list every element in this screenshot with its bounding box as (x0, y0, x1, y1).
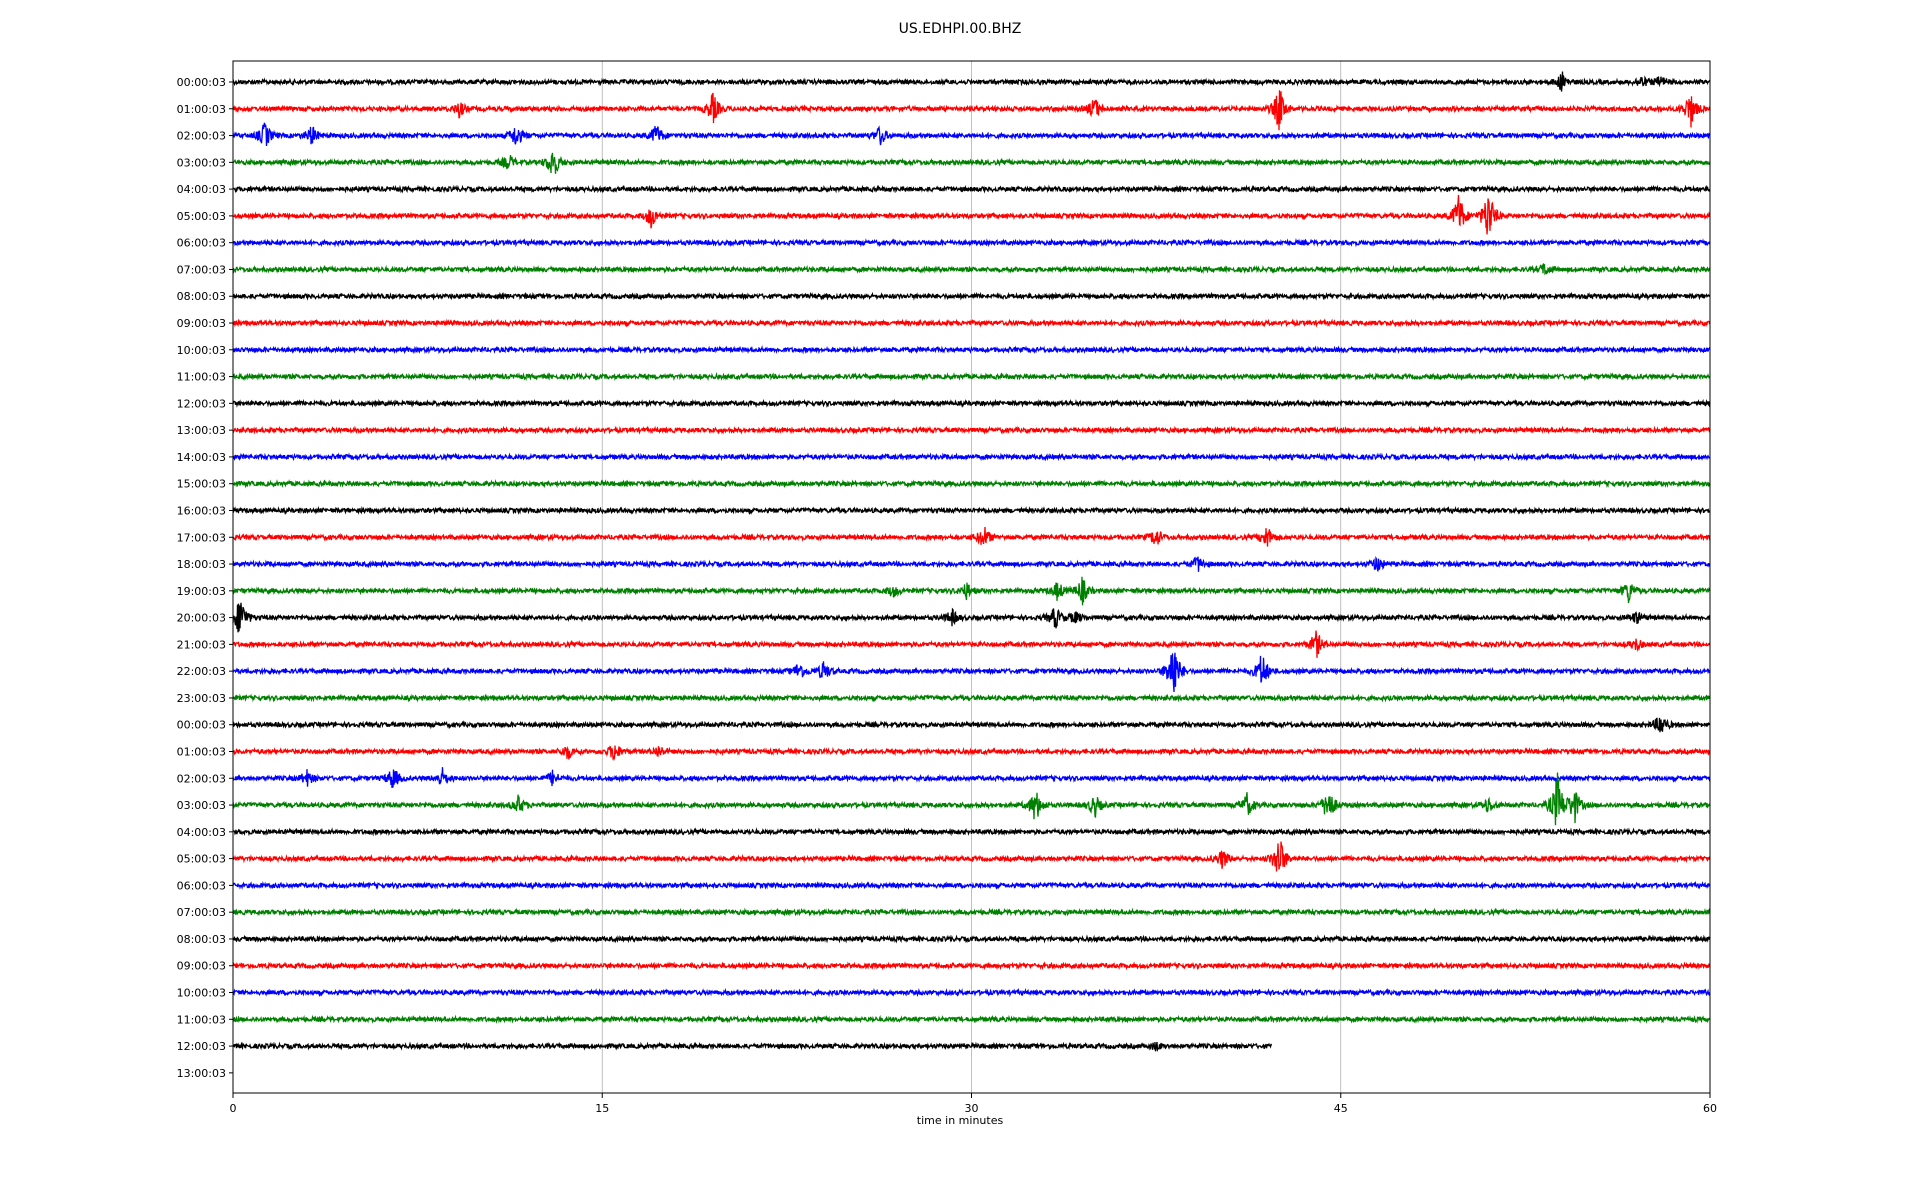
y-tick-label: 09:00:03 (177, 317, 226, 330)
trace-row-0 (232, 71, 1711, 92)
x-tick-label: 60 (1703, 1102, 1717, 1115)
x-tick-label: 30 (965, 1102, 979, 1115)
trace-row-3 (232, 152, 1711, 174)
trace-row-4 (232, 184, 1711, 194)
y-tick-label: 07:00:03 (177, 263, 226, 276)
trace-row-18 (232, 555, 1711, 572)
trace-row-31 (232, 907, 1711, 917)
trace-row-2 (232, 122, 1711, 147)
y-tick-label: 18:00:03 (177, 558, 226, 571)
trace-row-11 (232, 371, 1711, 382)
y-tick-label: 06:00:03 (177, 879, 226, 892)
y-tick-label: 09:00:03 (177, 960, 226, 973)
y-tick-label: 00:00:03 (177, 719, 226, 732)
y-tick-label: 05:00:03 (177, 853, 226, 866)
y-tick-label: 13:00:03 (177, 1067, 226, 1080)
trace-row-26 (232, 767, 1711, 789)
y-tick-label: 02:00:03 (177, 772, 226, 785)
x-tick-label: 45 (1334, 1102, 1348, 1115)
x-tick-label: 15 (595, 1102, 609, 1115)
y-tick-label: 01:00:03 (177, 103, 226, 116)
trace-row-36 (232, 1041, 1273, 1053)
trace-row-8 (232, 291, 1711, 301)
y-tick-label: 16:00:03 (177, 504, 226, 517)
trace-row-32 (232, 934, 1711, 944)
x-axis-label: time in minutes (916, 1114, 1004, 1127)
y-tick-label: 04:00:03 (177, 183, 226, 196)
y-tick-label: 08:00:03 (177, 933, 226, 946)
y-tick-label: 06:00:03 (177, 237, 226, 250)
y-tick-label: 17:00:03 (177, 531, 226, 544)
trace-row-33 (232, 961, 1711, 971)
y-tick-label: 00:00:03 (177, 76, 226, 89)
grid-lines (601, 61, 1342, 1093)
y-tick-label: 11:00:03 (177, 371, 226, 384)
y-tick-label: 04:00:03 (177, 826, 226, 839)
x-tick-label: 0 (230, 1102, 237, 1115)
y-tick-label: 13:00:03 (177, 424, 226, 437)
trace-row-22 (232, 652, 1711, 693)
y-tick-label: 12:00:03 (177, 397, 226, 410)
trace-row-23 (232, 693, 1711, 703)
y-tick-label: 20:00:03 (177, 612, 226, 625)
chart-title: US.EDHPI.00.BHZ (898, 21, 1022, 37)
trace-row-14 (232, 452, 1711, 462)
y-tick-label: 10:00:03 (177, 987, 226, 1000)
y-tick-label: 12:00:03 (177, 1040, 226, 1053)
trace-row-17 (232, 526, 1711, 547)
trace-row-19 (232, 576, 1711, 606)
trace-row-20 (232, 602, 1711, 633)
trace-row-12 (232, 398, 1711, 408)
trace-row-24 (232, 717, 1711, 733)
trace-row-27 (232, 772, 1711, 826)
y-tick-label: 21:00:03 (177, 638, 226, 651)
y-tick-label: 22:00:03 (177, 665, 226, 678)
y-tick-label: 01:00:03 (177, 746, 226, 759)
y-tick-label: 02:00:03 (177, 130, 226, 143)
trace-row-7 (232, 262, 1711, 276)
x-tick-group: 0 15 30 45 60 (230, 1093, 1717, 1115)
trace-row-6 (232, 237, 1711, 248)
trace-row-1 (232, 90, 1711, 131)
y-tick-label: 03:00:03 (177, 799, 226, 812)
y-tick-label: 05:00:03 (177, 210, 226, 223)
trace-row-35 (232, 1014, 1711, 1024)
y-tick-label: 03:00:03 (177, 156, 226, 169)
y-tick-label: 19:00:03 (177, 585, 226, 598)
trace-group (232, 71, 1711, 1053)
trace-row-21 (232, 630, 1711, 658)
trace-row-13 (232, 425, 1711, 435)
y-tick-label: 10:00:03 (177, 344, 226, 357)
trace-row-28 (232, 827, 1711, 837)
trace-row-34 (232, 987, 1711, 998)
y-tick-label: 23:00:03 (177, 692, 226, 705)
row-label-group: 00:00:03 01:00:03 02:00:03 03:00:03 04:00:03… (177, 76, 233, 1080)
trace-row-30 (232, 880, 1711, 891)
trace-row-29 (232, 841, 1711, 872)
trace-row-16 (232, 505, 1711, 516)
y-tick-label: 08:00:03 (177, 290, 226, 303)
trace-row-25 (232, 745, 1711, 762)
y-tick-label: 14:00:03 (177, 451, 226, 464)
trace-row-10 (232, 345, 1711, 355)
y-tick-label: 11:00:03 (177, 1013, 226, 1026)
trace-row-9 (232, 318, 1711, 328)
trace-row-5 (232, 194, 1711, 235)
y-tick-label: 15:00:03 (177, 478, 226, 491)
y-tick-label: 07:00:03 (177, 906, 226, 919)
trace-row-15 (232, 478, 1711, 489)
